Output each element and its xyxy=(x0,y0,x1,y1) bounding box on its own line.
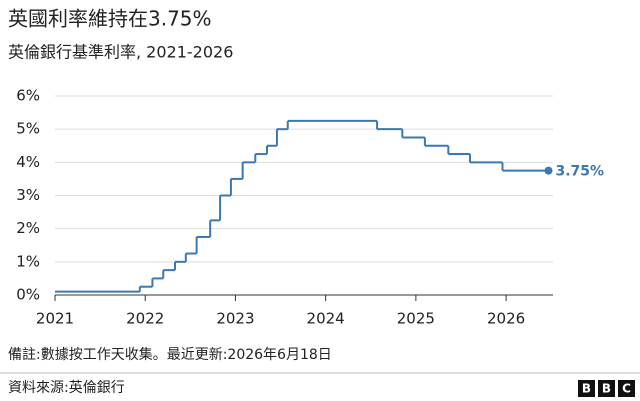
x-tick-label: 2025 xyxy=(397,310,435,328)
y-tick-label: 5% xyxy=(16,120,40,138)
y-tick-label: 1% xyxy=(16,252,40,270)
logo-letter: B xyxy=(602,382,611,396)
end-point xyxy=(544,166,553,175)
logo-letter: C xyxy=(622,382,631,396)
x-tick-label: 2023 xyxy=(216,310,254,328)
y-tick-label: 4% xyxy=(16,153,40,171)
chart-subtitle: 英倫銀行基準利率, 2021-2026 xyxy=(8,43,233,62)
x-tick-label: 2026 xyxy=(487,310,525,328)
x-tick-label: 2022 xyxy=(126,310,164,328)
logo-box xyxy=(598,380,615,397)
logo-box xyxy=(578,380,595,397)
end-label: 3.75% xyxy=(555,164,604,180)
logo-box xyxy=(618,380,635,397)
x-tick-label: 2024 xyxy=(307,310,345,328)
chart-title: 英國利率維持在3.75% xyxy=(8,7,212,31)
note: 備註:數據按工作天收集。最近更新:2026年6月18日 xyxy=(8,346,332,363)
y-tick-label: 6% xyxy=(16,87,40,105)
source: 資料來源:英倫銀行 xyxy=(8,379,125,396)
y-tick-label: 0% xyxy=(16,286,40,304)
x-tick-label: 2021 xyxy=(36,310,74,328)
y-tick-label: 3% xyxy=(16,186,40,204)
y-tick-label: 2% xyxy=(16,219,40,237)
logo-letter: B xyxy=(582,382,591,396)
